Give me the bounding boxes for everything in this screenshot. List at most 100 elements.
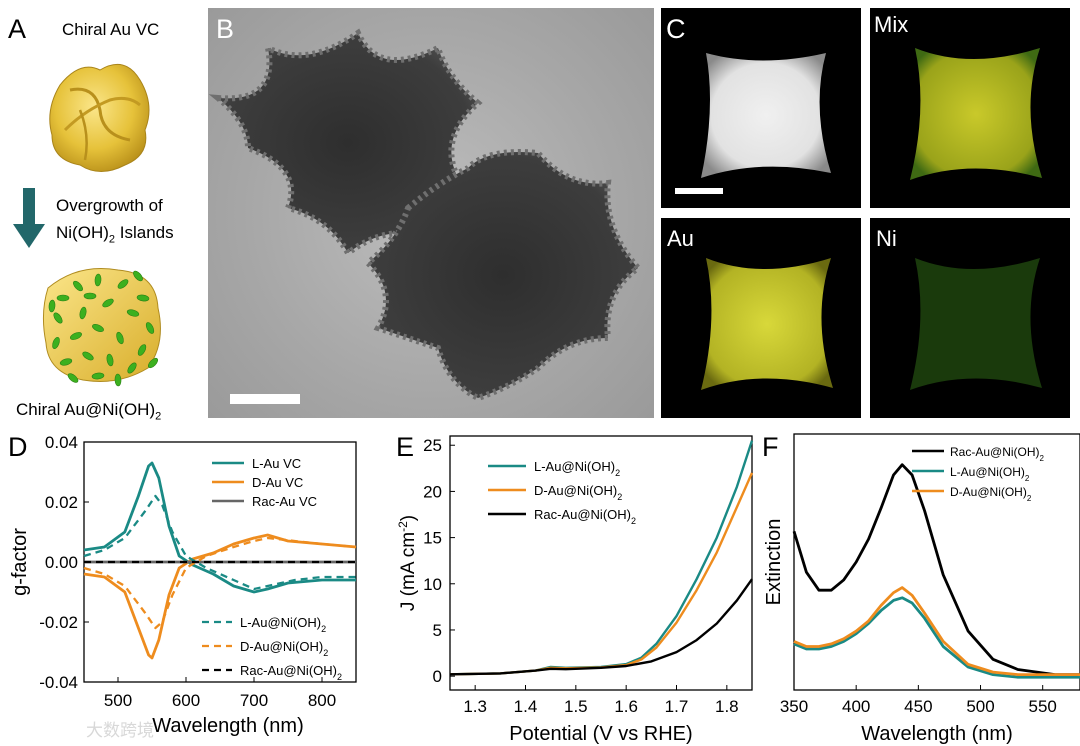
tem-image bbox=[208, 8, 654, 418]
y-tick-label: 10 bbox=[423, 575, 442, 594]
plot-frame bbox=[449, 435, 753, 691]
mix-map-label: Mix bbox=[874, 12, 909, 37]
watermark: 大数跨境 bbox=[86, 721, 154, 740]
nioh2-island bbox=[79, 306, 87, 320]
nioh2-island bbox=[56, 294, 70, 302]
x-tick-label: 600 bbox=[172, 691, 200, 710]
nioh2-island bbox=[137, 344, 147, 356]
tem-scale-bar bbox=[230, 394, 300, 404]
chiral-au-nioh2-title-sub: 2 bbox=[155, 410, 162, 423]
nioh2-island bbox=[126, 309, 140, 317]
legend-label: L-Au@Ni(OH)2 bbox=[240, 615, 326, 634]
ni-particle bbox=[910, 258, 1042, 390]
x-tick-label: 700 bbox=[240, 691, 268, 710]
y-tick-label: -0.02 bbox=[39, 613, 78, 632]
x-tick-label: 450 bbox=[904, 697, 932, 716]
x-tick-label: 1.6 bbox=[614, 697, 638, 716]
chiral-au-nioh2-title: Chiral Au@Ni(OH)2 bbox=[16, 400, 161, 422]
x-tick-label: 1.8 bbox=[715, 697, 739, 716]
au-particle bbox=[701, 258, 833, 390]
nioh2-island bbox=[136, 294, 150, 302]
series-line-rac-au-ni-oh-2 bbox=[449, 578, 753, 676]
y-tick-label: 25 bbox=[423, 436, 442, 455]
nioh2-island bbox=[116, 331, 124, 345]
nioh2-island bbox=[82, 351, 94, 361]
nioh2-island bbox=[127, 362, 137, 374]
nioh2-island bbox=[73, 280, 83, 292]
overgrowth-text-line2-b: Islands bbox=[115, 223, 174, 242]
haadf-map bbox=[661, 8, 861, 208]
x-tick-label: 1.4 bbox=[514, 697, 538, 716]
panel-label-d: D bbox=[8, 432, 28, 462]
x-tick-label: 1.5 bbox=[564, 697, 588, 716]
down-arrow bbox=[13, 188, 45, 248]
y-tick-label: 15 bbox=[423, 529, 442, 548]
nioh2-island bbox=[91, 372, 105, 380]
legend-label: D-Au@Ni(OH)2 bbox=[534, 483, 622, 502]
y-tick-label: 20 bbox=[423, 482, 442, 501]
overgrowth-text-line2-sub: 2 bbox=[108, 233, 116, 246]
x-tick-label: 500 bbox=[104, 691, 132, 710]
x-axis-title: Wavelength (nm) bbox=[861, 723, 1013, 745]
nioh2-island bbox=[114, 373, 122, 387]
chiral-au-vc-illustration bbox=[49, 63, 150, 172]
legend-label: L-Au@Ni(OH)2 bbox=[534, 459, 620, 478]
y-tick-label: 0.02 bbox=[45, 493, 78, 512]
x-tick-label: 500 bbox=[966, 697, 994, 716]
nioh2-island bbox=[52, 336, 60, 350]
panel-label-a: A bbox=[8, 14, 27, 44]
chart-d: 500 600 700 800 0.04 0.02 0.00 -0.02 -0.04 Wavele… bbox=[9, 433, 357, 737]
ni-map: Ni bbox=[870, 218, 1070, 418]
nioh2-island bbox=[117, 279, 129, 289]
series-line-d-au-ni-oh-2 bbox=[83, 536, 357, 630]
au-map-label: Au bbox=[667, 226, 694, 251]
series-line-d-au-ni-oh-2 bbox=[449, 472, 754, 676]
chiral-au-nioh2-illustration bbox=[42, 267, 161, 387]
nioh2-island bbox=[92, 324, 104, 332]
au-map: Au bbox=[661, 218, 861, 418]
nioh2-island bbox=[102, 298, 114, 308]
legend-label: Rac-Au@Ni(OH)2 bbox=[950, 445, 1045, 463]
legend-label: D-Au@Ni(OH)2 bbox=[240, 639, 328, 658]
series-line-l-au-vc bbox=[83, 461, 356, 594]
x-tick-label: 1.7 bbox=[665, 697, 689, 716]
chart-f: 350 400 450 500 550 Wavelength (nm) Extinction… bbox=[763, 433, 1080, 745]
x-tick-label: 800 bbox=[308, 691, 336, 710]
nioh2-island bbox=[48, 299, 56, 313]
nioh2-island bbox=[106, 353, 114, 367]
overgrowth-text-line2: Ni(OH)2 Islands bbox=[56, 223, 174, 245]
legend-label: Rac-Au@Ni(OH)2 bbox=[240, 663, 342, 682]
x-axis-title: Potential (V vs RHE) bbox=[509, 723, 692, 745]
overgrowth-text-line2-a: Ni(OH) bbox=[56, 223, 109, 242]
tem-particles bbox=[208, 28, 643, 404]
chiral-au-nioh2-title-a: Chiral Au@Ni(OH) bbox=[16, 400, 156, 419]
series-line-l-au-ni-oh-2 bbox=[793, 596, 1080, 679]
panel-label-c: C bbox=[666, 14, 686, 44]
haadf-scale-bar bbox=[675, 188, 723, 194]
nioh2-island bbox=[145, 322, 155, 334]
series-line-d-au-ni-oh-2 bbox=[793, 586, 1080, 676]
legend-label: D-Au@Ni(OH)2 bbox=[950, 485, 1032, 503]
nioh2-island bbox=[70, 332, 82, 340]
chiral-au-vc-title: Chiral Au VC bbox=[62, 20, 160, 39]
x-axis-title: Wavelength (nm) bbox=[152, 715, 304, 737]
nioh2-island bbox=[67, 373, 79, 383]
x-tick-label: 400 bbox=[842, 697, 870, 716]
series-line-l-au-ni-oh-2 bbox=[449, 440, 754, 676]
legend-label: L-Au@Ni(OH)2 bbox=[950, 465, 1030, 483]
panel-label-f: F bbox=[762, 432, 779, 462]
nioh2-island bbox=[59, 358, 73, 366]
chart-e: 1.3 1.4 1.5 1.6 1.7 1.8 0 5 10 15 20 25 Potential (V… bbox=[396, 435, 754, 745]
legend-label: L-Au VC bbox=[252, 456, 301, 471]
legend-label: D-Au VC bbox=[252, 475, 303, 490]
nioh2-island bbox=[133, 270, 143, 282]
nioh2-island bbox=[83, 292, 97, 300]
x-tick-label: 1.3 bbox=[463, 697, 487, 716]
panel-label-b: B bbox=[216, 14, 235, 44]
ni-map-label: Ni bbox=[876, 226, 897, 251]
y-tick-label: 0 bbox=[433, 667, 442, 686]
mix-map: Mix bbox=[870, 8, 1070, 208]
nioh2-island bbox=[94, 273, 102, 287]
plot-frame bbox=[793, 433, 1080, 691]
panel-label-e: E bbox=[396, 432, 415, 462]
